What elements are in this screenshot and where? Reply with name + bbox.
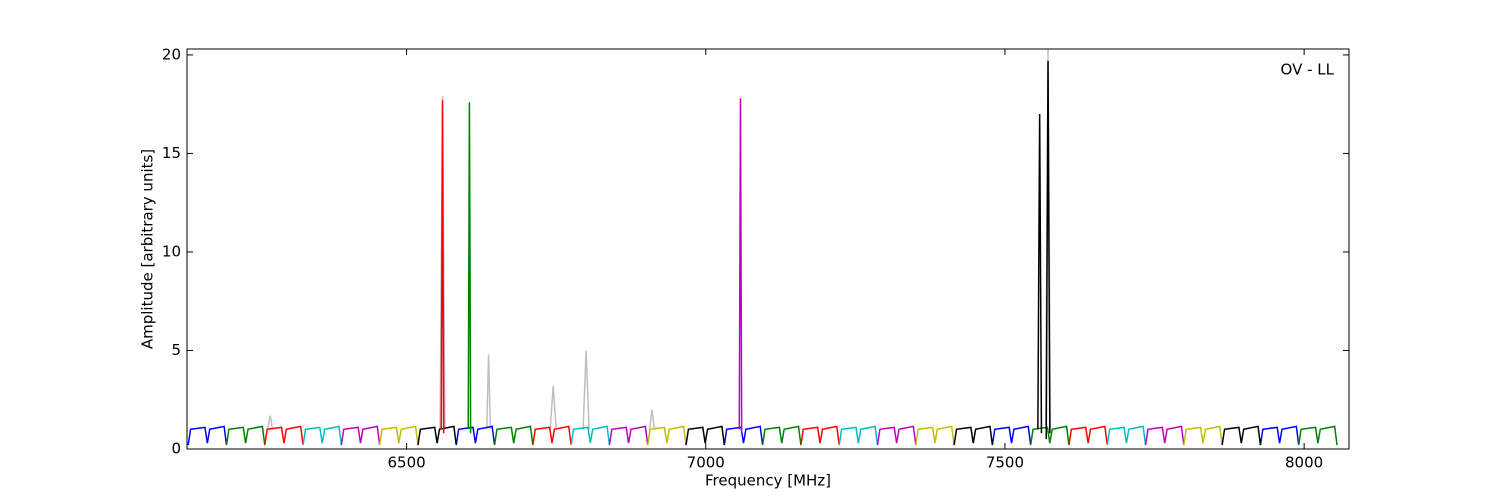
x-tick-label: 6500 (388, 454, 426, 472)
x-tick-label: 7000 (687, 454, 725, 472)
x-tick-label: 8000 (1285, 454, 1323, 472)
y-tick-label: 5 (171, 341, 181, 359)
spectrum-line (267, 49, 1052, 430)
spectrum-line (738, 98, 743, 434)
spectrum-line (187, 425, 1300, 446)
y-tick-label: 10 (162, 242, 181, 260)
plot-frame (186, 48, 1350, 450)
spectrum-line (440, 100, 445, 434)
spectrum-line (264, 425, 1109, 446)
spectrum-line (340, 425, 1185, 446)
spectrum-line (1037, 60, 1051, 440)
y-tick-label: 0 (171, 440, 181, 458)
spectrum-line (467, 102, 472, 434)
spectrum-line (302, 425, 1147, 446)
y-tick-label: 15 (162, 144, 181, 162)
spectrum-line (417, 425, 1262, 446)
x-axis-label: Frequency [MHz] (705, 472, 831, 490)
x-tick-label: 7500 (986, 454, 1024, 472)
annotation: OV - LL (1281, 61, 1335, 79)
y-tick-label: 20 (162, 45, 181, 63)
y-axis-label: Amplitude [arbitrary units] (139, 149, 157, 349)
spectrum-line (225, 425, 1338, 446)
spectrum-line (378, 425, 1223, 446)
